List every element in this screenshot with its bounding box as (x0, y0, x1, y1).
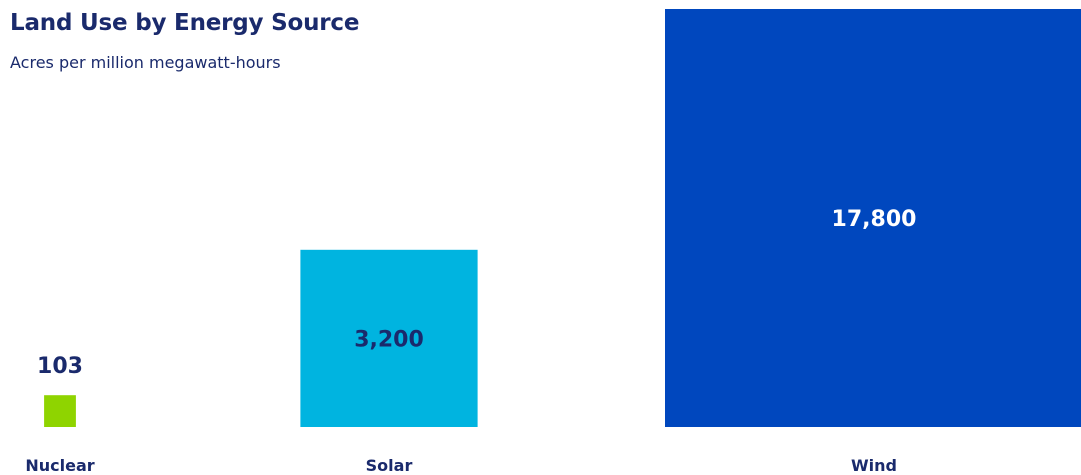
chart-subtitle: Acres per million megawatt-hours (10, 53, 281, 72)
value-label-wind: 17,800 (832, 207, 917, 232)
value-label-nuclear: 103 (37, 354, 83, 379)
value-label-solar: 3,200 (354, 327, 424, 352)
square-wind (665, 9, 1081, 427)
category-label-solar: Solar (366, 456, 413, 475)
category-label-nuclear: Nuclear (25, 456, 94, 475)
chart-title: Land Use by Energy Source (10, 10, 360, 36)
square-solar (300, 249, 478, 427)
category-label-wind: Wind (851, 456, 897, 475)
square-nuclear (44, 395, 76, 427)
